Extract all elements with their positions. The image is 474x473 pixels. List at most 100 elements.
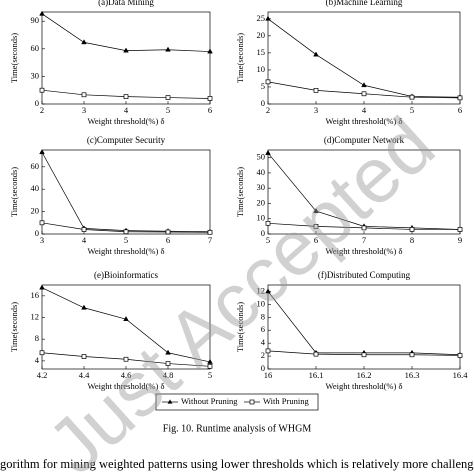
y-tick-label: 12 [257, 285, 266, 295]
marker-triangle [313, 51, 319, 57]
marker-square [409, 352, 415, 358]
marker-square [207, 363, 213, 369]
y-tick-label: 20 [257, 197, 266, 207]
y-tick-label: 4 [35, 355, 40, 365]
x-tick-label: 2 [40, 105, 44, 115]
marker-square [409, 227, 415, 232]
legend-label: With Pruning [263, 396, 309, 406]
x-tick-label: 6 [458, 105, 462, 115]
panel-title: (a)Data Mining [98, 0, 154, 7]
legend-marker [249, 399, 255, 405]
y-axis-label: Time(seconds) [9, 167, 19, 217]
marker-square [457, 95, 463, 101]
marker-triangle [265, 149, 271, 155]
y-tick-label: 15 [257, 47, 266, 57]
marker-square [313, 224, 319, 229]
marker-square [265, 348, 271, 354]
y-tick-label: 10 [257, 213, 266, 223]
x-tick-label: 16.1 [309, 370, 324, 380]
marker-square [265, 79, 271, 85]
x-axis-label: Weight threshold(%) δ [326, 381, 403, 391]
x-tick-label: 7 [208, 235, 212, 245]
marker-triangle [81, 39, 87, 45]
x-tick-label: 2 [266, 105, 270, 115]
x-tick-label: 3 [40, 235, 44, 245]
marker-triangle [313, 207, 319, 213]
marker-square [39, 350, 45, 356]
x-tick-label: 9 [458, 235, 462, 245]
y-tick-label: 0 [261, 363, 265, 373]
marker-square [361, 225, 367, 231]
marker-triangle [265, 288, 271, 294]
y-tick-label: 50 [257, 152, 266, 162]
x-tick-label: 16.2 [357, 370, 372, 380]
y-axis-label: Time(seconds) [235, 302, 245, 352]
y-axis-label: Time(seconds) [9, 302, 19, 352]
marker-square [207, 229, 213, 235]
x-tick-label: 16 [264, 370, 273, 380]
y-tick-label: 0 [35, 228, 39, 238]
x-tick-label: 6 [208, 105, 212, 115]
marker-square [81, 227, 87, 232]
marker-square [81, 354, 87, 359]
y-tick-label: 60 [31, 43, 40, 53]
x-tick-label: 6 [314, 235, 318, 245]
x-tick-label: 16.4 [453, 370, 469, 380]
marker-triangle [123, 47, 129, 53]
marker-square [361, 352, 367, 358]
y-tick-label: 4 [261, 337, 266, 347]
marker-square [81, 92, 87, 98]
y-tick-label: 20 [31, 206, 40, 216]
y-tick-label: 10 [257, 298, 266, 308]
x-tick-label: 4 [362, 105, 367, 115]
panel-title: (d)Computer Network [324, 135, 405, 145]
marker-square [457, 227, 463, 232]
plot-frame [41, 149, 211, 235]
y-tick-label: 2 [261, 350, 265, 360]
marker-square [165, 361, 171, 366]
marker-square [265, 220, 271, 226]
marker-square [123, 94, 129, 99]
marker-square [457, 353, 463, 358]
x-tick-label: 7 [362, 235, 366, 245]
x-tick-label: 3 [82, 105, 86, 115]
y-tick-label: 20 [257, 30, 266, 40]
panel-title: (e)Bioinformatics [94, 270, 158, 280]
x-tick-label: 4.4 [79, 370, 90, 380]
marker-triangle [39, 149, 45, 155]
legend-marker [167, 399, 173, 404]
marker-triangle [39, 10, 45, 16]
series-line [41, 13, 211, 52]
y-tick-label: 0 [261, 98, 265, 108]
y-axis-label: Time(seconds) [235, 167, 245, 217]
panel-title: (b)Machine Learning [326, 0, 403, 7]
y-tick-label: 16 [31, 290, 40, 300]
y-tick-label: 30 [31, 70, 40, 80]
marker-triangle [361, 82, 367, 88]
marker-square [39, 87, 45, 93]
y-tick-label: 5 [261, 81, 265, 91]
y-tick-label: 90 [31, 15, 40, 25]
marker-square [207, 96, 213, 101]
x-axis-label: Weight threshold(%) δ [326, 116, 403, 126]
marker-square [165, 229, 171, 235]
x-axis-label: Weight threshold(%) δ [326, 246, 403, 256]
marker-square [313, 88, 319, 93]
watermark: Just Accepted [31, 100, 451, 473]
y-tick-label: 60 [31, 161, 40, 171]
body-text: gorithm for mining weighted patterns usi… [0, 457, 474, 471]
panel-title: (c)Computer Security [87, 135, 166, 145]
marker-square [409, 94, 415, 100]
legend-box [155, 393, 319, 411]
x-axis-label: Weight threshold(%) δ [88, 246, 165, 256]
y-tick-label: 12 [31, 311, 40, 321]
marker-square [123, 356, 129, 362]
y-tick-label: 0 [261, 228, 265, 238]
x-axis-label: Weight threshold(%) δ [88, 381, 165, 391]
y-tick-label: 8 [261, 311, 265, 321]
y-tick-label: 40 [257, 167, 266, 177]
marker-square [313, 351, 319, 357]
marker-square [165, 95, 171, 100]
y-tick-label: 30 [257, 182, 266, 192]
